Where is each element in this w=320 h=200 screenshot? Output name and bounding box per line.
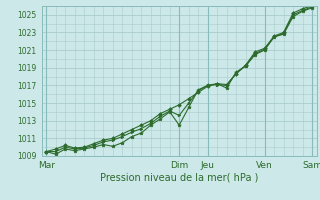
X-axis label: Pression niveau de la mer( hPa ): Pression niveau de la mer( hPa ) bbox=[100, 173, 258, 183]
